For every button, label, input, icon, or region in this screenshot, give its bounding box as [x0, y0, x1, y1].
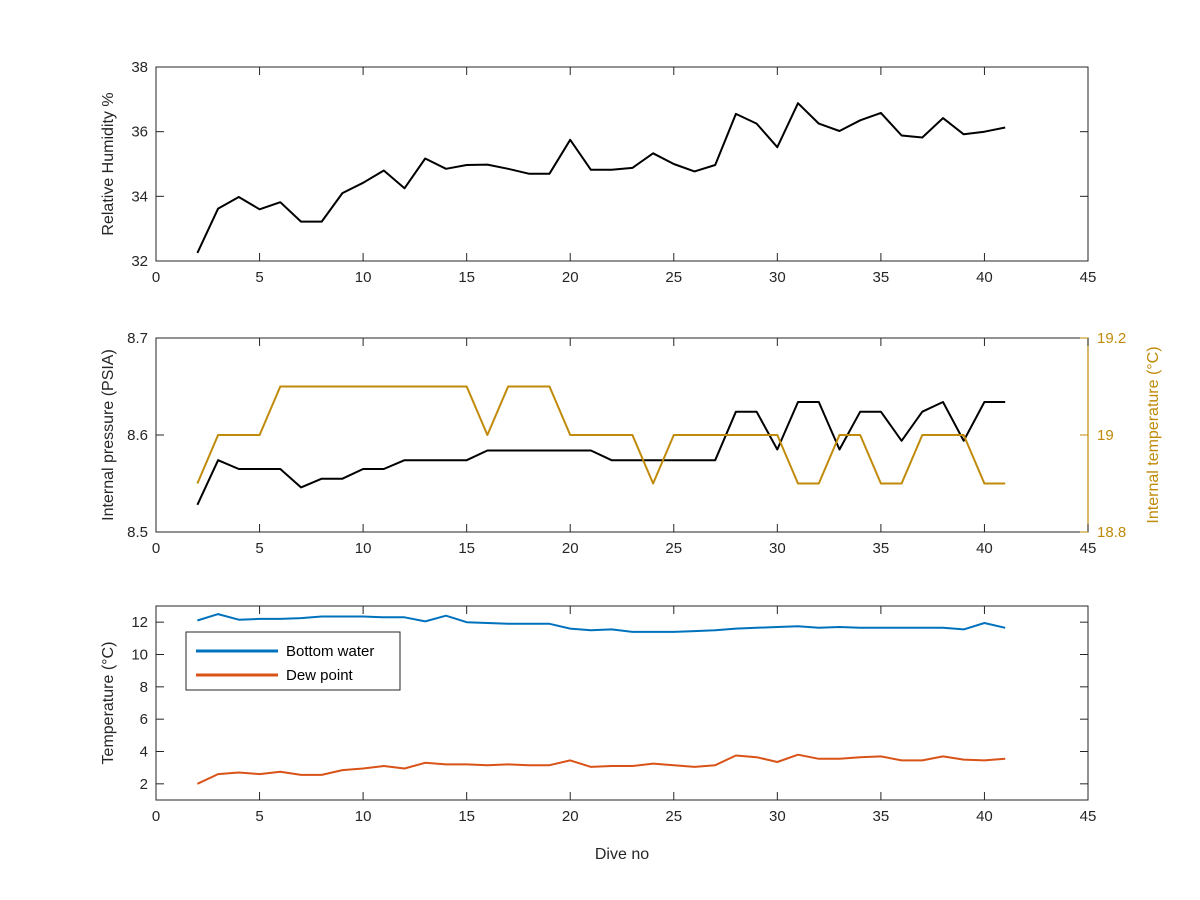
x-tick-label: 25 — [665, 540, 682, 557]
y-tick-label: 12 — [131, 614, 148, 631]
y-tick-label: 6 — [140, 711, 148, 728]
x-tick-label: 25 — [665, 269, 682, 286]
subplot-3: 0 5 10 15 20 25 30 35 40 45 2 4 6 8 10 12 Temperature (°… — [100, 605, 1097, 863]
y-tick-label: 8 — [140, 679, 148, 696]
y-tick-label: 8.6 — [127, 427, 148, 444]
y2-tick-label: 19.2 — [1097, 330, 1126, 347]
series-line-2 — [196, 385, 1006, 485]
subplot-1: 0 5 10 15 20 25 30 35 40 45 32 34 36 38 Relative Humid… — [100, 59, 1096, 286]
x-tick-label: 15 — [458, 808, 475, 825]
x-tick-label: 0 — [152, 808, 160, 825]
x-tick-label: 0 — [152, 269, 160, 286]
y-tick-label: 34 — [131, 188, 148, 205]
x-tick-label: 35 — [873, 808, 890, 825]
y-axis-label: Internal pressure (PSIA) — [100, 349, 117, 521]
x-tick-label: 10 — [355, 808, 372, 825]
x-tick-label: 40 — [976, 269, 993, 286]
x-tick-label: 5 — [255, 540, 263, 557]
x-tick-label: 45 — [1080, 269, 1097, 286]
x-tick-label: 45 — [1080, 808, 1097, 825]
x-tick-label: 20 — [562, 540, 579, 557]
series-line-2 — [196, 753, 1006, 785]
y-axis-label: Temperature (°C) — [100, 642, 117, 765]
y-tick-label: 8.7 — [127, 330, 148, 347]
y-tick-label: 2 — [140, 776, 148, 793]
axes-box — [155, 66, 1089, 262]
y-tick-label: 36 — [131, 124, 148, 141]
y-tick-label: 8.5 — [127, 524, 148, 541]
x-tick-label: 35 — [873, 269, 890, 286]
x-axis-label: Dive no — [595, 846, 649, 863]
y-tick-label: 32 — [131, 253, 148, 270]
x-tick-label: 10 — [355, 269, 372, 286]
legend-box — [185, 631, 401, 691]
x-tick-label: 30 — [769, 269, 786, 286]
x-tick-label: 0 — [152, 540, 160, 557]
y2-axis-label: Internal temperature (°C) — [1145, 346, 1162, 523]
y2-tick-label: 19 — [1097, 427, 1114, 444]
y-tick-label: 4 — [140, 744, 148, 761]
series-line-1 — [196, 401, 1006, 506]
x-tick-label: 15 — [458, 269, 475, 286]
y-tick-label: 10 — [131, 647, 148, 664]
x-tick-label: 10 — [355, 540, 372, 557]
x-tick-label: 35 — [873, 540, 890, 557]
y2-tick-label: 18.8 — [1097, 524, 1126, 541]
y-tick-label: 38 — [131, 59, 148, 76]
legend-label: Dew point — [286, 667, 354, 684]
x-tick-label: 25 — [665, 808, 682, 825]
series-line-1 — [197, 613, 1006, 633]
x-tick-label: 20 — [562, 808, 579, 825]
x-tick-label: 45 — [1080, 540, 1097, 557]
x-tick-label: 15 — [458, 540, 475, 557]
series-line-1 — [196, 102, 1006, 254]
x-tick-label: 5 — [255, 808, 263, 825]
x-tick-label: 30 — [769, 540, 786, 557]
x-tick-label: 40 — [976, 808, 993, 825]
x-tick-label: 30 — [769, 808, 786, 825]
subplot-2: 0 5 10 15 20 25 30 35 40 45 8.5 8.6 8.7 18.8 19 19.2 Int… — [100, 330, 1162, 557]
x-tick-label: 40 — [976, 540, 993, 557]
x-tick-label: 5 — [255, 269, 263, 286]
legend-label: Bottom water — [286, 643, 374, 660]
x-tick-label: 20 — [562, 269, 579, 286]
legend: Bottom water Dew point — [185, 631, 401, 691]
y-axis-label: Relative Humidity % — [100, 92, 117, 235]
